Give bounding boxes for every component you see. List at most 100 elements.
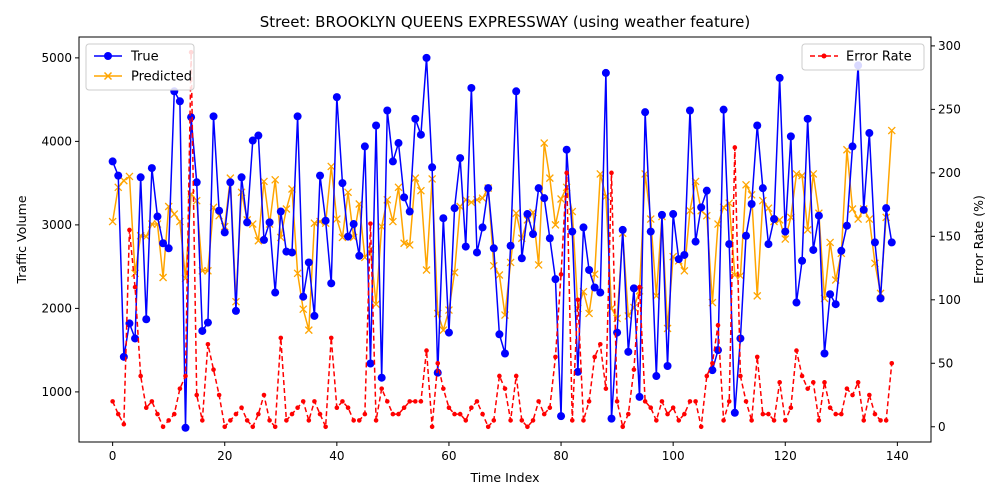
point-error-rate xyxy=(390,411,396,417)
point-error-rate xyxy=(222,424,228,430)
point-true xyxy=(803,114,812,123)
point-predicted xyxy=(293,269,302,278)
point-error-rate xyxy=(889,360,895,366)
point-true xyxy=(349,220,358,229)
point-error-rate xyxy=(300,399,306,404)
left-y-axis-label: Traffic Volume xyxy=(14,195,29,284)
point-error-rate xyxy=(267,418,272,423)
point-true xyxy=(517,254,526,263)
point-error-rate xyxy=(256,411,261,417)
series-line-predicted xyxy=(111,130,893,331)
point-error-rate xyxy=(368,221,373,226)
point-error-rate xyxy=(530,418,536,423)
right-y-tick-label: 300 xyxy=(938,39,961,53)
point-error-rate xyxy=(110,399,115,404)
point-error-rate xyxy=(373,418,379,423)
point-true xyxy=(545,234,554,243)
point-error-rate xyxy=(328,335,334,341)
point-error-rate xyxy=(469,405,474,411)
point-predicted xyxy=(327,162,336,171)
point-error-rate xyxy=(132,284,138,290)
point-true xyxy=(702,186,711,195)
point-error-rate xyxy=(244,418,250,423)
point-true xyxy=(181,423,190,432)
point-error-rate xyxy=(396,411,401,417)
point-predicted xyxy=(663,324,672,333)
point-true xyxy=(254,131,263,140)
point-error-rate xyxy=(592,354,597,360)
point-error-rate xyxy=(345,405,351,411)
legend-predicted-marker xyxy=(103,71,113,81)
point-error-rate xyxy=(115,411,121,417)
point-true xyxy=(674,255,683,264)
x-tick-label: 120 xyxy=(774,449,797,463)
point-true xyxy=(355,251,364,260)
point-error-rate xyxy=(200,418,205,423)
point-true xyxy=(175,97,184,106)
right-y-tick-label: 200 xyxy=(938,166,961,180)
point-true xyxy=(478,223,487,232)
point-predicted xyxy=(865,215,874,224)
point-true xyxy=(534,184,543,193)
point-predicted xyxy=(557,195,566,203)
point-error-rate xyxy=(754,354,760,360)
point-error-rate xyxy=(474,399,480,404)
point-true xyxy=(882,204,891,213)
right-y-axis-label: Error Rate (%) xyxy=(971,195,986,284)
point-true xyxy=(786,132,795,141)
point-true xyxy=(489,244,498,253)
point-error-rate xyxy=(564,170,569,176)
point-true xyxy=(416,130,425,139)
point-error-rate xyxy=(183,373,188,379)
point-error-rate xyxy=(480,411,485,417)
point-true xyxy=(400,193,409,202)
point-error-rate xyxy=(340,399,345,404)
point-predicted xyxy=(310,219,319,228)
point-predicted xyxy=(164,202,173,211)
point-true xyxy=(842,221,851,230)
point-true xyxy=(299,292,308,301)
point-error-rate xyxy=(872,411,878,417)
point-predicted xyxy=(702,211,711,220)
point-true xyxy=(512,87,521,96)
point-true xyxy=(691,237,700,246)
point-error-rate xyxy=(581,418,586,423)
point-predicted xyxy=(170,210,179,218)
point-true xyxy=(209,112,218,121)
legend-true-label: True xyxy=(130,50,159,65)
left-y-tick-label: 1000 xyxy=(41,385,72,399)
point-true xyxy=(366,359,375,368)
point-true xyxy=(848,142,857,151)
point-true xyxy=(831,300,840,309)
point-predicted xyxy=(444,306,453,315)
point-true xyxy=(344,232,353,241)
point-error-rate xyxy=(715,322,721,328)
point-error-rate xyxy=(614,399,620,404)
point-error-rate xyxy=(351,418,356,423)
point-true xyxy=(383,106,392,115)
point-error-rate xyxy=(497,373,502,379)
point-error-rate xyxy=(609,170,614,176)
point-true xyxy=(377,373,386,382)
legend-right-box xyxy=(801,43,925,71)
point-predicted xyxy=(394,183,403,192)
point-predicted xyxy=(119,176,128,185)
point-true xyxy=(164,244,173,253)
point-predicted xyxy=(506,258,515,267)
point-true xyxy=(742,231,751,240)
point-true xyxy=(865,129,874,138)
point-true xyxy=(562,145,571,154)
point-predicted xyxy=(758,196,767,205)
point-error-rate xyxy=(816,418,822,423)
point-error-rate xyxy=(855,380,861,385)
point-true xyxy=(557,412,566,421)
point-error-rate xyxy=(491,418,497,423)
point-true xyxy=(248,136,257,145)
point-true xyxy=(607,414,616,423)
point-true xyxy=(411,114,420,123)
point-error-rate xyxy=(665,411,670,417)
point-true xyxy=(288,248,296,257)
point-true xyxy=(192,178,201,187)
point-true xyxy=(523,210,532,219)
point-true xyxy=(360,142,369,151)
